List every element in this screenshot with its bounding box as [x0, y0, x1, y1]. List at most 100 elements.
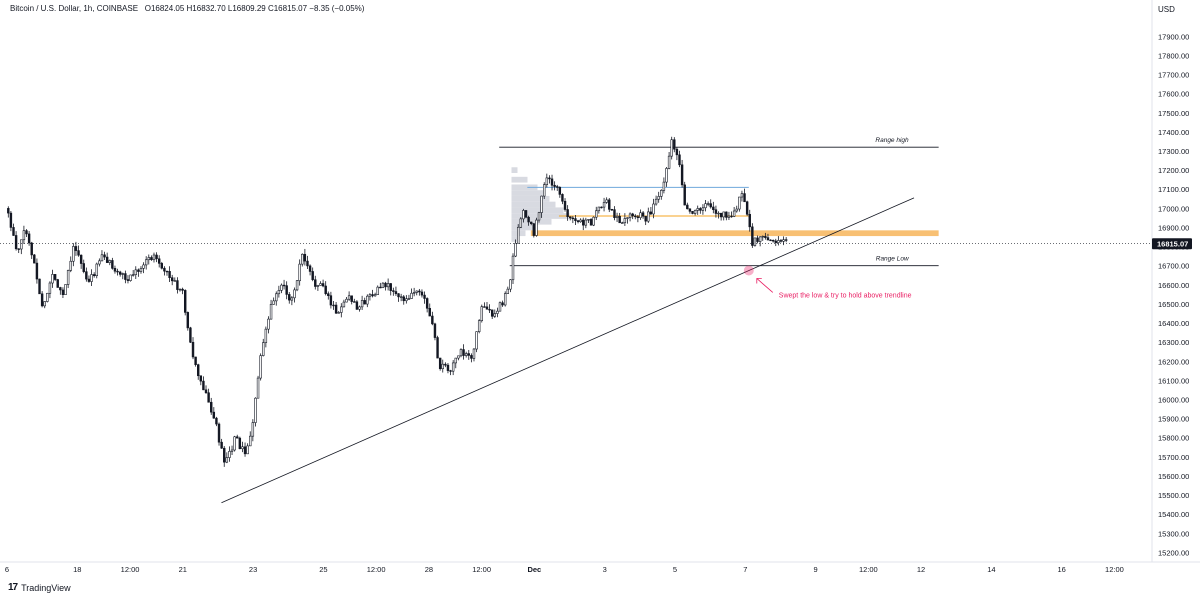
candle [675, 147, 679, 161]
candle [660, 189, 663, 200]
y-tick-label: 16700.00 [1158, 262, 1189, 271]
candle [641, 210, 645, 219]
candle [566, 205, 569, 221]
candle [693, 209, 697, 216]
candle [553, 181, 556, 191]
candle [121, 272, 124, 280]
candle [438, 357, 442, 371]
candle [475, 331, 478, 353]
candle [441, 359, 444, 373]
candle [147, 254, 150, 265]
candle [303, 248, 307, 266]
candle [420, 289, 424, 298]
y-tick-label: 17600.00 [1158, 90, 1189, 99]
y-tick-label: 16300.00 [1158, 338, 1189, 347]
candle [431, 311, 434, 326]
candle [503, 291, 507, 307]
x-tick-labels: 6 18 12:00 21 23 25 12:00 28 12:00 Dec 3 5 7 9 12:00 12… [5, 565, 1124, 574]
candle [516, 224, 520, 244]
candle [277, 285, 281, 298]
symbol-legend[interactable]: Bitcoin / U.S. Dollar, 1h, COINBASE O168… [10, 4, 364, 13]
demand-zone[interactable] [530, 230, 939, 237]
candle [259, 353, 262, 381]
candle [170, 274, 174, 286]
candle [353, 298, 356, 303]
candle [152, 252, 156, 263]
candle [488, 304, 491, 314]
tradingview-brand[interactable]: 17 TradingView [8, 582, 71, 593]
candle [412, 287, 416, 297]
candle [407, 294, 411, 300]
candle [358, 305, 361, 312]
candle [282, 279, 286, 290]
candle [480, 304, 483, 323]
candle [543, 182, 546, 200]
candle [25, 229, 28, 238]
candle [129, 274, 132, 282]
candle [449, 369, 452, 376]
candle [472, 348, 476, 362]
candle [17, 248, 20, 254]
candle [207, 388, 210, 403]
time-axis[interactable]: 6 18 12:00 21 23 25 12:00 28 12:00 Dec 3 5 7 9 12:00 12… [0, 561, 1200, 574]
candle [38, 278, 41, 295]
candle [418, 288, 421, 296]
tradingview-logo-icon: 17 [8, 582, 18, 593]
x-tick-label: Dec [527, 565, 541, 574]
ascending-trendline[interactable] [221, 197, 915, 504]
candle [483, 302, 486, 308]
candle [735, 205, 738, 213]
candle [220, 438, 223, 449]
candle [269, 299, 273, 320]
candle [14, 231, 18, 251]
candle [264, 326, 268, 348]
candle [415, 290, 418, 296]
candle [592, 216, 595, 227]
y-tick-label: 16900.00 [1158, 223, 1189, 232]
candle [342, 299, 346, 308]
candle [597, 206, 601, 214]
profile-bar [511, 184, 538, 191]
y-tick-label: 15900.00 [1158, 415, 1189, 424]
y-tick-label: 15600.00 [1158, 472, 1189, 481]
x-tick-label: 25 [319, 565, 327, 574]
candle [535, 217, 538, 237]
candle [131, 269, 135, 277]
candle [202, 376, 205, 391]
candle [722, 211, 725, 221]
price-axis[interactable]: USD 17900.00 17800.00 17700.00 17600.00 1750… [1151, 0, 1192, 562]
candle [743, 188, 746, 203]
candle [186, 311, 190, 331]
candle [537, 211, 541, 223]
candle [215, 416, 218, 427]
candle [522, 208, 525, 223]
x-tick-label: 12:00 [121, 565, 140, 574]
candle [280, 283, 283, 294]
candle [137, 268, 140, 277]
candle [584, 217, 588, 229]
y-tick-label: 16500.00 [1158, 300, 1189, 309]
candle [124, 270, 127, 284]
candle [197, 363, 200, 380]
candle [462, 344, 465, 360]
candle [301, 253, 304, 267]
candle [324, 281, 327, 296]
candle [501, 300, 504, 307]
candle [673, 137, 676, 153]
candle [347, 291, 351, 301]
range-high-label: Range high [875, 137, 909, 144]
candle [92, 272, 96, 278]
candle [446, 362, 450, 374]
candle [142, 262, 145, 274]
candle [509, 279, 512, 293]
candle [105, 252, 109, 263]
candle [717, 211, 720, 219]
trendline[interactable] [221, 197, 915, 504]
candle [582, 217, 585, 231]
x-tick-label: 28 [425, 565, 433, 574]
candle [644, 215, 647, 226]
y-tick-label: 16100.00 [1158, 376, 1189, 385]
candle [350, 295, 353, 305]
profile-bar [511, 213, 570, 219]
